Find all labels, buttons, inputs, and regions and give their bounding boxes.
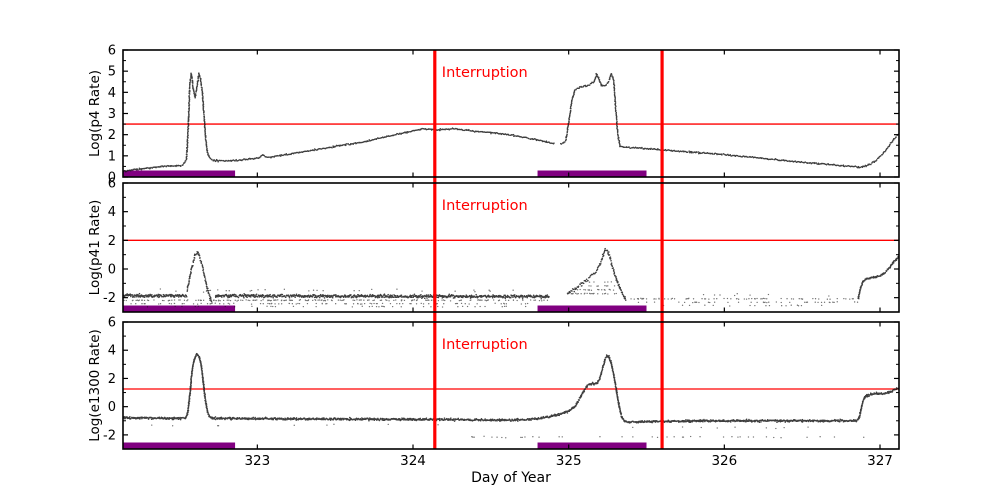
- x-axis: 323 324 325 326 327 Day of Year: [244, 453, 892, 486]
- scatter-row: [146, 305, 527, 308]
- event-band: [537, 305, 647, 312]
- scatter-row: [580, 285, 616, 287]
- y-tick-label: 0: [108, 171, 116, 186]
- scatter-row: [159, 288, 514, 293]
- x-axis-label: Day of Year: [471, 470, 551, 486]
- panel-1-data-area: [123, 72, 899, 177]
- scatter-row: [574, 288, 615, 291]
- panel-frame: [122, 321, 900, 450]
- y-axis-label: Log(e1300 Rate): [87, 329, 103, 442]
- panel-3-axes: -2 0 2 4 6 Log(e1300 Rate) Interruption: [87, 316, 900, 450]
- event-band: [123, 305, 236, 312]
- data-trace: [186, 251, 213, 304]
- y-tick-label: 0: [108, 400, 116, 415]
- y-tick-label: 4: [108, 205, 116, 220]
- x-tick-label: 325: [556, 453, 582, 469]
- data-trace: [857, 255, 899, 299]
- data-trace: [559, 72, 899, 169]
- event-band: [537, 170, 647, 177]
- y-tick-label: 2: [108, 128, 116, 143]
- x-tick-label: 324: [400, 453, 426, 469]
- y-tick-label: 6: [108, 44, 116, 59]
- y-tick-label: 4: [108, 344, 116, 359]
- x-tick-label: 327: [867, 453, 893, 469]
- y-tick-label: 2: [108, 372, 116, 387]
- scatter-row: [123, 298, 549, 302]
- scatter-row: [630, 297, 860, 300]
- y-tick-label: 1: [108, 149, 116, 164]
- scatter-row: [151, 423, 439, 427]
- event-band: [537, 442, 647, 449]
- y-tick-label: 0: [108, 263, 116, 278]
- y-tick-label: 3: [108, 107, 116, 122]
- interruption-annotation: Interruption: [442, 65, 528, 81]
- panel-1-axes: 0 1 2 3 4 5 6 Log(p4 Rate) Interruption: [87, 44, 900, 186]
- y-tick-label: 4: [108, 86, 116, 101]
- event-band: [123, 170, 236, 177]
- y-tick-label: 2: [108, 234, 116, 249]
- y-tick-label: 6: [108, 177, 116, 192]
- scatter-row: [130, 302, 529, 305]
- data-trace: [214, 292, 550, 300]
- y-axis-label: Log(p41 Rate): [87, 200, 103, 296]
- y-tick-label: 5: [108, 65, 116, 80]
- interruption-annotation: Interruption: [442, 337, 528, 353]
- interruption-annotation: Interruption: [442, 198, 528, 214]
- y-tick-label: -2: [103, 291, 116, 306]
- scatter-row: [632, 426, 809, 430]
- x-tick-label: 323: [244, 453, 270, 469]
- y-axis-label: Log(p4 Rate): [87, 70, 103, 157]
- event-band: [123, 442, 236, 449]
- panel-2-axes: -2 0 2 4 6 Log(p41 Rate) Interruption: [87, 177, 900, 313]
- y-tick-label: 6: [108, 316, 116, 331]
- scatter-row: [637, 301, 859, 304]
- panel-frame: [122, 182, 900, 313]
- y-tick-label: -2: [103, 428, 116, 443]
- scatter-row: [568, 292, 617, 295]
- x-tick-label: 326: [711, 453, 737, 469]
- scatter-row: [702, 293, 830, 297]
- data-trace: [566, 247, 627, 301]
